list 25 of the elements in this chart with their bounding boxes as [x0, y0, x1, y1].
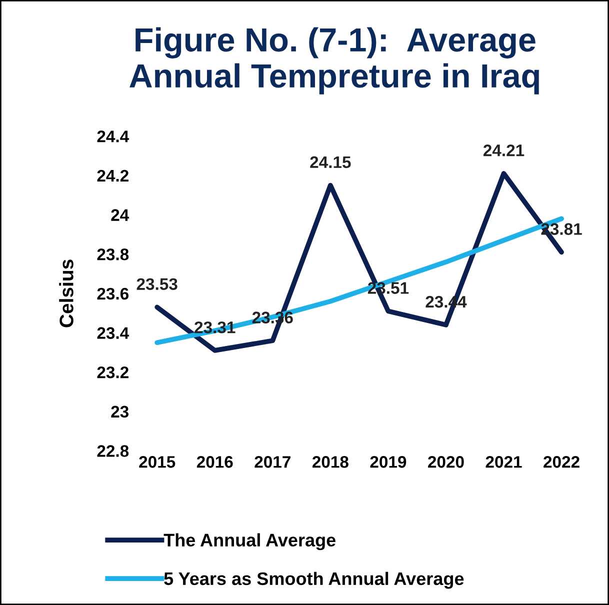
y-tick-label: 23 [111, 406, 129, 418]
y-tick-label: 23.6 [97, 288, 129, 300]
legend-label: The Annual Average [164, 533, 336, 550]
y-tick-label: 22.8 [97, 445, 129, 457]
y-tick-label: 23.2 [97, 366, 128, 378]
y-tick-label: 24.4 [97, 130, 130, 142]
x-tick-label: 2020 [428, 456, 464, 468]
y-tick-label: 24 [111, 209, 130, 221]
x-tick-label: 2016 [196, 456, 233, 468]
x-tick-label: 2015 [139, 456, 176, 468]
data-label: 24.21 [483, 144, 524, 156]
y-axis-title: Celsius [59, 260, 74, 328]
data-label: 23.36 [252, 312, 293, 324]
data-label: 24.15 [310, 156, 351, 168]
x-tick-label: 2019 [370, 456, 406, 468]
chart-title: Figure No. (7-1): Average Annual Tempreture in Iraq [130, 27, 539, 94]
x-tick-label: 2017 [254, 456, 290, 468]
x-tick-label: 2022 [544, 456, 580, 468]
data-label: 23.53 [136, 278, 178, 290]
y-tick-label: 24.2 [97, 170, 128, 182]
x-tick-label: 2018 [312, 456, 348, 468]
legend-label: 5 Years as Smooth Annual Average [164, 572, 464, 589]
x-tick-label: 2021 [486, 456, 522, 468]
y-tick-label: 23.8 [97, 248, 129, 260]
y-tick-label: 23.4 [97, 327, 130, 339]
